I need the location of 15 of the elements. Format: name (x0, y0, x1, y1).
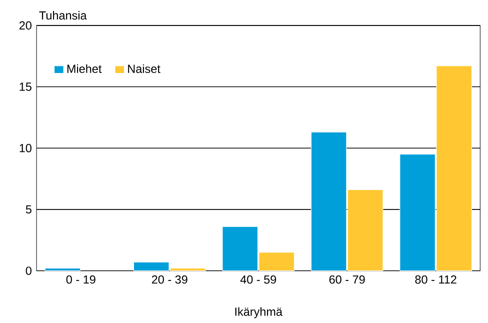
y-tick-label: 20 (19, 21, 32, 30)
x-tick-label: 20 - 39 (152, 275, 188, 284)
x-axis-title: Ikäryhmä (235, 307, 282, 318)
y-tick-label: 0 (26, 266, 32, 275)
x-tick-label: 0 - 19 (66, 275, 96, 284)
y-tick-label: 10 (20, 144, 32, 152)
legend-label: Naiset (128, 64, 160, 74)
x-tick-label: 80 - 112 (415, 275, 456, 284)
y-tick-label: 15 (20, 82, 32, 91)
legend-label: Miehet (67, 64, 102, 74)
x-tick-label: 60 - 79 (329, 275, 365, 284)
x-tick-label: 40 - 59 (240, 275, 276, 284)
y-tick-label: 5 (26, 205, 32, 214)
bar (44, 268, 81, 272)
y-axis-title: Tuhansia (39, 11, 87, 20)
